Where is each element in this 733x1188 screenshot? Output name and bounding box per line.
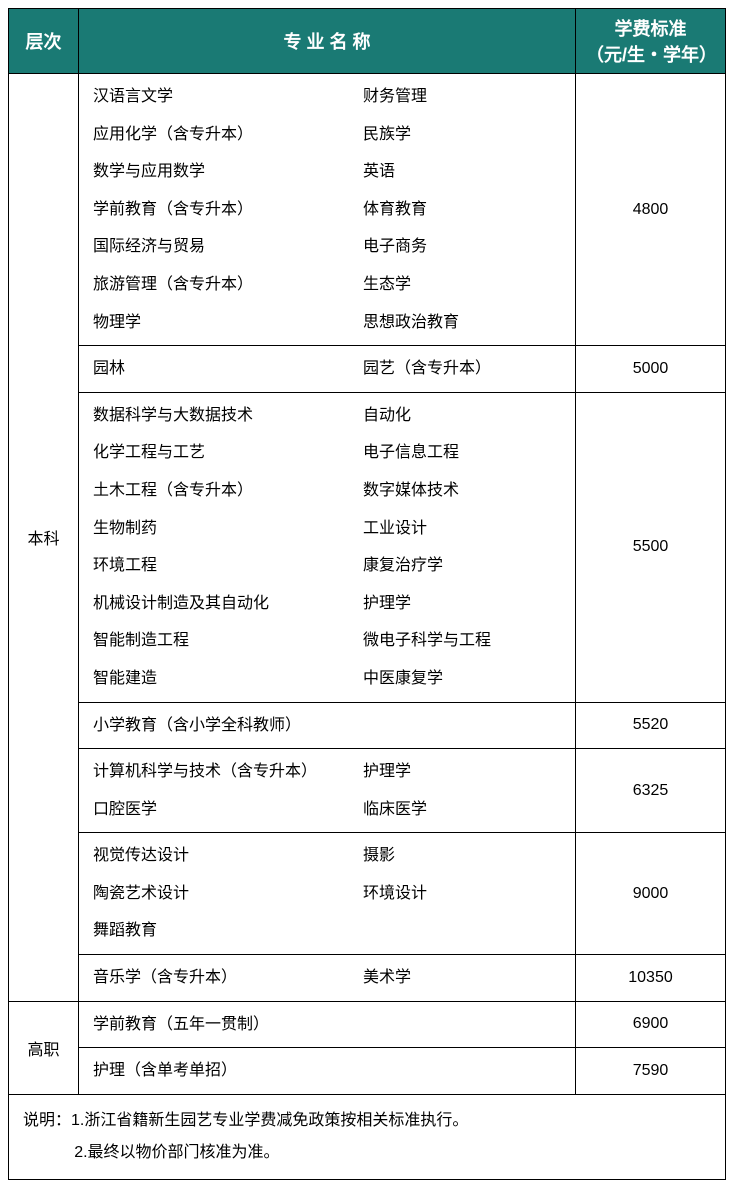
major-item: 视觉传达设计 [93, 843, 363, 869]
major-item: 土木工程（含专升本） [93, 478, 363, 504]
major-item: 生态学 [363, 272, 561, 298]
major-item: 思想政治教育 [363, 310, 561, 336]
major-item: 财务管理 [363, 84, 561, 110]
major-item: 汉语言文学 [93, 84, 363, 110]
header-fee: 学费标准 （元/生・学年） [576, 9, 726, 74]
major-item: 数学与应用数学 [93, 159, 363, 185]
major-item: 智能建造 [93, 666, 363, 692]
fee-cell: 7590 [576, 1048, 726, 1095]
major-item: 生物制药 [93, 516, 363, 542]
major-item: 环境设计 [363, 881, 561, 907]
fee-cell: 6325 [576, 749, 726, 833]
table-body: 本科汉语言文学财务管理应用化学（含专升本）民族学数学与应用数学英语学前教育（含专… [9, 74, 726, 1180]
tuition-table: 层次 专 业 名 称 学费标准 （元/生・学年） 本科汉语言文学财务管理应用化学… [8, 8, 726, 1180]
major-item: 智能制造工程 [93, 628, 363, 654]
major-item: 护理学 [363, 759, 561, 785]
fee-cell: 5000 [576, 346, 726, 393]
notes-cell: 说明：1.浙江省籍新生园艺专业学费减免政策按相关标准执行。 2.最终以物价部门核准… [9, 1094, 726, 1179]
major-cell: 小学教育（含小学全科教师） [79, 702, 576, 749]
major-item: 旅游管理（含专升本） [93, 272, 363, 298]
table-row: 园林园艺（含专升本）5000 [9, 346, 726, 393]
major-cell: 护理（含单考单招） [79, 1048, 576, 1095]
note-item: 2.最终以物价部门核准为准。 [74, 1144, 279, 1161]
major-item: 小学教育（含小学全科教师） [93, 713, 363, 739]
major-item: 学前教育（含专升本） [93, 197, 363, 223]
major-item: 园林 [93, 356, 363, 382]
notes-row: 说明：1.浙江省籍新生园艺专业学费减免政策按相关标准执行。 2.最终以物价部门核准… [9, 1094, 726, 1179]
major-item: 学前教育（五年一贯制） [93, 1012, 363, 1038]
table-row: 计算机科学与技术（含专升本）护理学口腔医学临床医学6325 [9, 749, 726, 833]
major-item: 护理（含单考单招） [93, 1058, 363, 1084]
major-item: 环境工程 [93, 553, 363, 579]
fee-cell: 4800 [576, 74, 726, 346]
fee-cell: 5520 [576, 702, 726, 749]
table-row: 数据科学与大数据技术自动化化学工程与工艺电子信息工程土木工程（含专升本）数字媒体… [9, 392, 726, 702]
fee-cell: 9000 [576, 833, 726, 955]
major-cell: 园林园艺（含专升本） [79, 346, 576, 393]
major-item: 英语 [363, 159, 561, 185]
major-item: 陶瓷艺术设计 [93, 881, 363, 907]
fee-cell: 10350 [576, 955, 726, 1002]
fee-cell: 6900 [576, 1001, 726, 1048]
major-item: 康复治疗学 [363, 553, 561, 579]
major-item: 电子信息工程 [363, 440, 561, 466]
major-cell: 计算机科学与技术（含专升本）护理学口腔医学临床医学 [79, 749, 576, 833]
fee-cell: 5500 [576, 392, 726, 702]
major-item [363, 713, 561, 739]
major-cell: 视觉传达设计摄影陶瓷艺术设计环境设计舞蹈教育 [79, 833, 576, 955]
major-item: 国际经济与贸易 [93, 234, 363, 260]
major-item: 中医康复学 [363, 666, 561, 692]
major-item: 民族学 [363, 122, 561, 148]
major-item [363, 918, 561, 944]
major-cell: 音乐学（含专升本）美术学 [79, 955, 576, 1002]
header-major: 专 业 名 称 [79, 9, 576, 74]
major-item: 电子商务 [363, 234, 561, 260]
major-item: 应用化学（含专升本） [93, 122, 363, 148]
major-item: 计算机科学与技术（含专升本） [93, 759, 363, 785]
major-cell: 数据科学与大数据技术自动化化学工程与工艺电子信息工程土木工程（含专升本）数字媒体… [79, 392, 576, 702]
major-item [363, 1058, 561, 1084]
major-item: 机械设计制造及其自动化 [93, 591, 363, 617]
major-item: 数字媒体技术 [363, 478, 561, 504]
table-row: 音乐学（含专升本）美术学10350 [9, 955, 726, 1002]
level-cell: 本科 [9, 74, 79, 1002]
major-item: 口腔医学 [93, 797, 363, 823]
major-item: 化学工程与工艺 [93, 440, 363, 466]
major-item: 园艺（含专升本） [363, 356, 561, 382]
major-item: 美术学 [363, 965, 561, 991]
major-item: 微电子科学与工程 [363, 628, 561, 654]
table-row: 高职学前教育（五年一贯制）6900 [9, 1001, 726, 1048]
major-item: 工业设计 [363, 516, 561, 542]
major-item: 舞蹈教育 [93, 918, 363, 944]
major-item: 自动化 [363, 403, 561, 429]
table-row: 护理（含单考单招） 7590 [9, 1048, 726, 1095]
table-row: 小学教育（含小学全科教师） 5520 [9, 702, 726, 749]
major-item: 数据科学与大数据技术 [93, 403, 363, 429]
header-level: 层次 [9, 9, 79, 74]
major-item: 音乐学（含专升本） [93, 965, 363, 991]
major-item: 护理学 [363, 591, 561, 617]
notes-label: 说明： [23, 1112, 71, 1129]
major-item [363, 1012, 561, 1038]
table-row: 本科汉语言文学财务管理应用化学（含专升本）民族学数学与应用数学英语学前教育（含专… [9, 74, 726, 346]
level-cell: 高职 [9, 1001, 79, 1094]
major-item: 物理学 [93, 310, 363, 336]
major-item: 临床医学 [363, 797, 561, 823]
major-item: 摄影 [363, 843, 561, 869]
major-cell: 学前教育（五年一贯制） [79, 1001, 576, 1048]
note-item: 1.浙江省籍新生园艺专业学费减免政策按相关标准执行。 [71, 1112, 468, 1129]
major-cell: 汉语言文学财务管理应用化学（含专升本）民族学数学与应用数学英语学前教育（含专升本… [79, 74, 576, 346]
major-item: 体育教育 [363, 197, 561, 223]
table-header-row: 层次 专 业 名 称 学费标准 （元/生・学年） [9, 9, 726, 74]
table-row: 视觉传达设计摄影陶瓷艺术设计环境设计舞蹈教育9000 [9, 833, 726, 955]
